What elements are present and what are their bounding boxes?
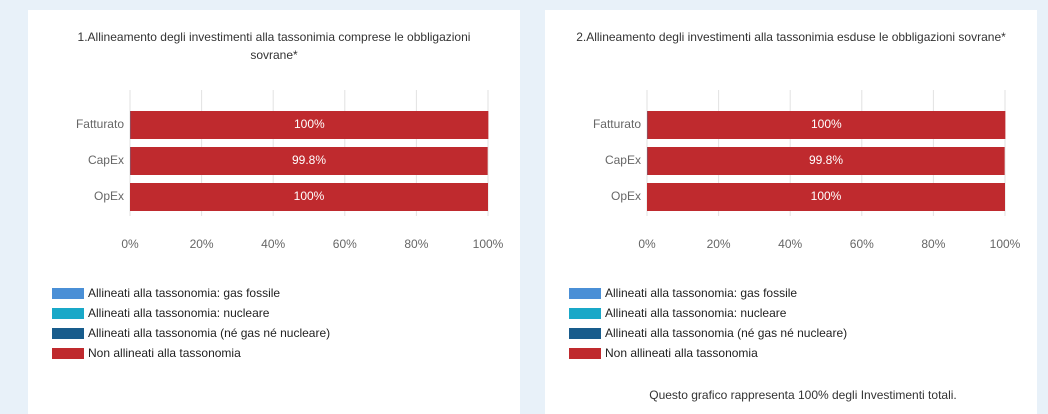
bar-segment [647, 183, 1005, 211]
legend-swatch [52, 308, 84, 319]
legend-label: Allineati alla tassonomia: gas fossile [88, 286, 280, 300]
chart: 0%20%40%60%80%100%Fatturato0.1%100%CapEx… [569, 90, 1021, 360]
data-label: 100% [294, 117, 325, 131]
legend-swatch [52, 288, 84, 299]
legend-label: Allineati alla tassonomia (né gas né nuc… [88, 326, 330, 340]
legend-label: Non allineati alla tassonomia [88, 346, 241, 360]
legend-swatch [569, 328, 601, 339]
chart-panel: 2.Allineamento degli investimenti alla t… [545, 10, 1037, 414]
x-tick-label: 0% [638, 237, 656, 251]
legend-swatch [569, 308, 601, 319]
y-tick-label: OpEx [611, 189, 641, 203]
x-tick-label: 100% [473, 237, 504, 251]
chart-title: 1.Allineamento degli investimenti alla t… [77, 30, 471, 62]
legend-label: Allineati alla tassonomia: gas fossile [605, 286, 797, 300]
x-tick-label: 20% [190, 237, 214, 251]
data-label: 100% [811, 189, 842, 203]
y-tick-label: CapEx [605, 153, 641, 167]
legend-swatch [52, 328, 84, 339]
y-tick-label: OpEx [94, 189, 124, 203]
legend-label: Non allineati alla tassonomia [605, 346, 758, 360]
x-tick-label: 20% [707, 237, 731, 251]
y-tick-label: CapEx [88, 153, 124, 167]
y-tick-label: Fatturato [593, 117, 641, 131]
legend-swatch [52, 348, 84, 359]
x-tick-label: 80% [921, 237, 945, 251]
chart: 0%20%40%60%80%100%Fatturato0.1%100%CapEx… [52, 90, 504, 360]
bar-segment [647, 147, 1005, 175]
x-tick-label: 60% [850, 237, 874, 251]
chart-title: 2.Allineamento degli investimenti alla t… [576, 30, 1006, 44]
bar-segment [130, 147, 488, 175]
x-tick-label: 60% [333, 237, 357, 251]
x-tick-label: 100% [990, 237, 1021, 251]
x-tick-label: 40% [261, 237, 285, 251]
legend-swatch [569, 348, 601, 359]
data-label: 99.8% [292, 153, 326, 167]
x-tick-label: 0% [121, 237, 139, 251]
y-tick-label: Fatturato [76, 117, 124, 131]
bar-segment [647, 111, 1006, 139]
chart-panel: 1.Allineamento degli investimenti alla t… [28, 10, 520, 414]
legend-label: Allineati alla tassonomia: nucleare [88, 306, 270, 320]
legend-label: Allineati alla tassonomia: nucleare [605, 306, 787, 320]
bar-segment [130, 183, 488, 211]
x-tick-label: 40% [778, 237, 802, 251]
legend-swatch [569, 288, 601, 299]
data-label: 100% [294, 189, 325, 203]
data-label: 99.8% [809, 153, 843, 167]
x-tick-label: 80% [404, 237, 428, 251]
data-label: 100% [811, 117, 842, 131]
chart-note: Questo grafico rappresenta 100% degli In… [649, 388, 957, 402]
bar-segment [130, 111, 489, 139]
legend-label: Allineati alla tassonomia (né gas né nuc… [605, 326, 847, 340]
